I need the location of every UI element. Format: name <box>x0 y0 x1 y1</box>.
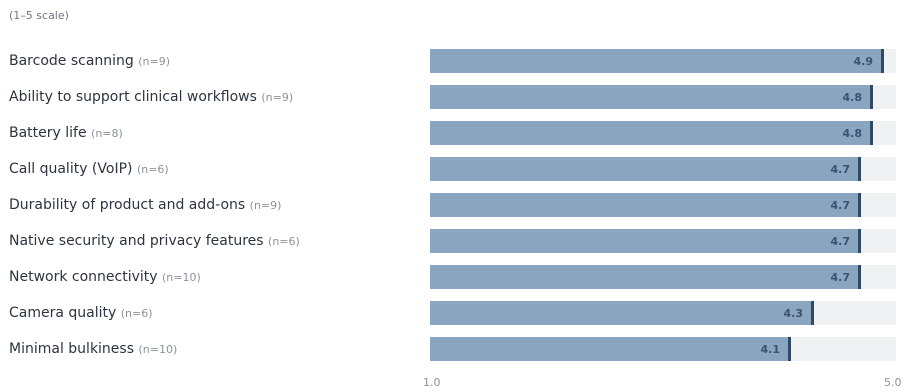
category-name: Call quality (VoIP) <box>9 161 133 177</box>
category-name: Network connectivity <box>9 269 158 285</box>
bar <box>430 193 861 217</box>
bar-track: 4.3 <box>430 301 896 325</box>
category-name: Barcode scanning <box>9 53 134 69</box>
bar <box>430 85 873 109</box>
category-name: Ability to support clinical workflows <box>9 89 257 105</box>
value-label: 4.8 <box>842 127 863 140</box>
bar-track: 4.9 <box>430 49 896 73</box>
bar-track: 4.7 <box>430 193 896 217</box>
axis-tick-min: 1.0 <box>423 376 441 389</box>
sample-size: (n=6) <box>268 235 300 248</box>
bar-end-marker <box>858 157 861 181</box>
bar-end-marker <box>881 49 884 73</box>
sample-size: (n=8) <box>91 127 123 140</box>
category-label: Ability to support clinical workflows (n… <box>9 89 293 105</box>
bar-end-marker <box>788 337 791 361</box>
category-name: Camera quality <box>9 305 117 321</box>
scale-note: (1–5 scale) <box>9 9 69 22</box>
bar-end-marker <box>858 193 861 217</box>
sample-size: (n=9) <box>138 55 171 68</box>
bar-track: 4.7 <box>430 265 896 289</box>
category-label: Network connectivity (n=10) <box>9 269 201 285</box>
category-label: Call quality (VoIP) (n=6) <box>9 161 169 177</box>
bar <box>430 265 861 289</box>
bar-end-marker <box>870 121 873 145</box>
value-label: 4.7 <box>830 271 851 284</box>
bar <box>430 49 884 73</box>
value-label: 4.7 <box>830 199 851 212</box>
sample-size: (n=6) <box>136 163 169 176</box>
chart-row: Durability of product and add-ons (n=9) 4… <box>0 193 917 217</box>
category-label: Native security and privacy features (n=… <box>9 233 300 249</box>
category-label: Durability of product and add-ons (n=9) <box>9 197 281 213</box>
bar-end-marker <box>858 229 861 253</box>
bar-track: 4.8 <box>430 121 896 145</box>
sample-size: (n=9) <box>261 91 294 104</box>
category-label: Battery life (n=8) <box>9 125 123 141</box>
bar-end-marker <box>811 301 814 325</box>
chart-row: Native security and privacy features (n=… <box>0 229 917 253</box>
sample-size: (n=6) <box>120 307 153 320</box>
category-name: Durability of product and add-ons <box>9 197 246 213</box>
value-label: 4.8 <box>842 91 863 104</box>
axis-tick-max: 5.0 <box>884 376 902 389</box>
sample-size: (n=10) <box>138 343 178 356</box>
value-label: 4.9 <box>853 55 874 68</box>
category-label: Minimal bulkiness (n=10) <box>9 341 177 357</box>
bar-track: 4.7 <box>430 157 896 181</box>
value-label: 4.3 <box>783 307 804 320</box>
bar-end-marker <box>858 265 861 289</box>
bar-end-marker <box>870 85 873 109</box>
sample-size: (n=9) <box>249 199 282 212</box>
bar <box>430 229 861 253</box>
bar <box>430 301 814 325</box>
sample-size: (n=10) <box>162 271 201 284</box>
chart-row: Camera quality (n=6) 4.3 <box>0 301 917 325</box>
chart-row: Call quality (VoIP) (n=6) 4.7 <box>0 157 917 181</box>
bar <box>430 157 861 181</box>
chart-row: Minimal bulkiness (n=10) 4.1 <box>0 337 917 361</box>
category-label: Camera quality (n=6) <box>9 305 153 321</box>
bar <box>430 121 873 145</box>
category-name: Minimal bulkiness <box>9 341 135 357</box>
value-label: 4.1 <box>760 343 781 356</box>
value-label: 4.7 <box>830 163 851 176</box>
category-label: Barcode scanning (n=9) <box>9 53 170 69</box>
category-name: Battery life <box>9 125 87 141</box>
category-name: Native security and privacy features <box>9 233 264 249</box>
bar-track: 4.1 <box>430 337 896 361</box>
bar-track: 4.7 <box>430 229 896 253</box>
value-label: 4.7 <box>830 235 851 248</box>
chart-row: Network connectivity (n=10) 4.7 <box>0 265 917 289</box>
bar-track: 4.8 <box>430 85 896 109</box>
chart-row: Battery life (n=8) 4.8 <box>0 121 917 145</box>
chart-row: Barcode scanning (n=9) 4.9 <box>0 49 917 73</box>
bar <box>430 337 791 361</box>
chart-row: Ability to support clinical workflows (n… <box>0 85 917 109</box>
